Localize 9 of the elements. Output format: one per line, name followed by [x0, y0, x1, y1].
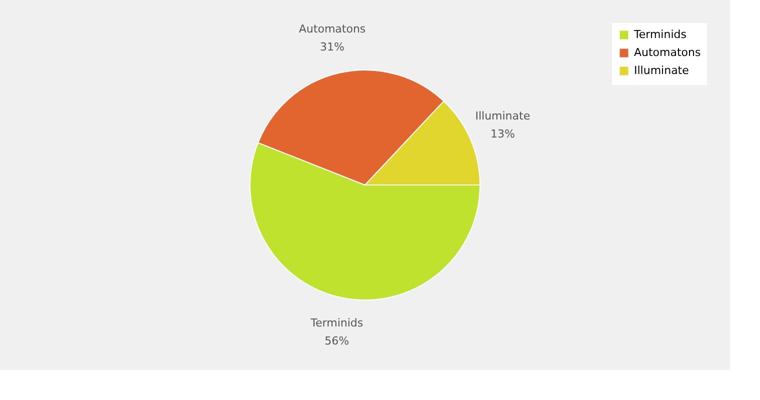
- legend-label: Automatons: [634, 46, 702, 59]
- slice-label: Automatons: [298, 22, 366, 36]
- slice-label: Terminids: [310, 316, 364, 330]
- legend-label: Terminids: [633, 28, 687, 41]
- data-label: 31%: [320, 40, 345, 54]
- data-label: 13%: [490, 127, 515, 140]
- slice-label: Illuminate: [475, 109, 530, 122]
- legend-label: Illuminate: [634, 64, 690, 77]
- data-label: 56%: [324, 334, 350, 348]
